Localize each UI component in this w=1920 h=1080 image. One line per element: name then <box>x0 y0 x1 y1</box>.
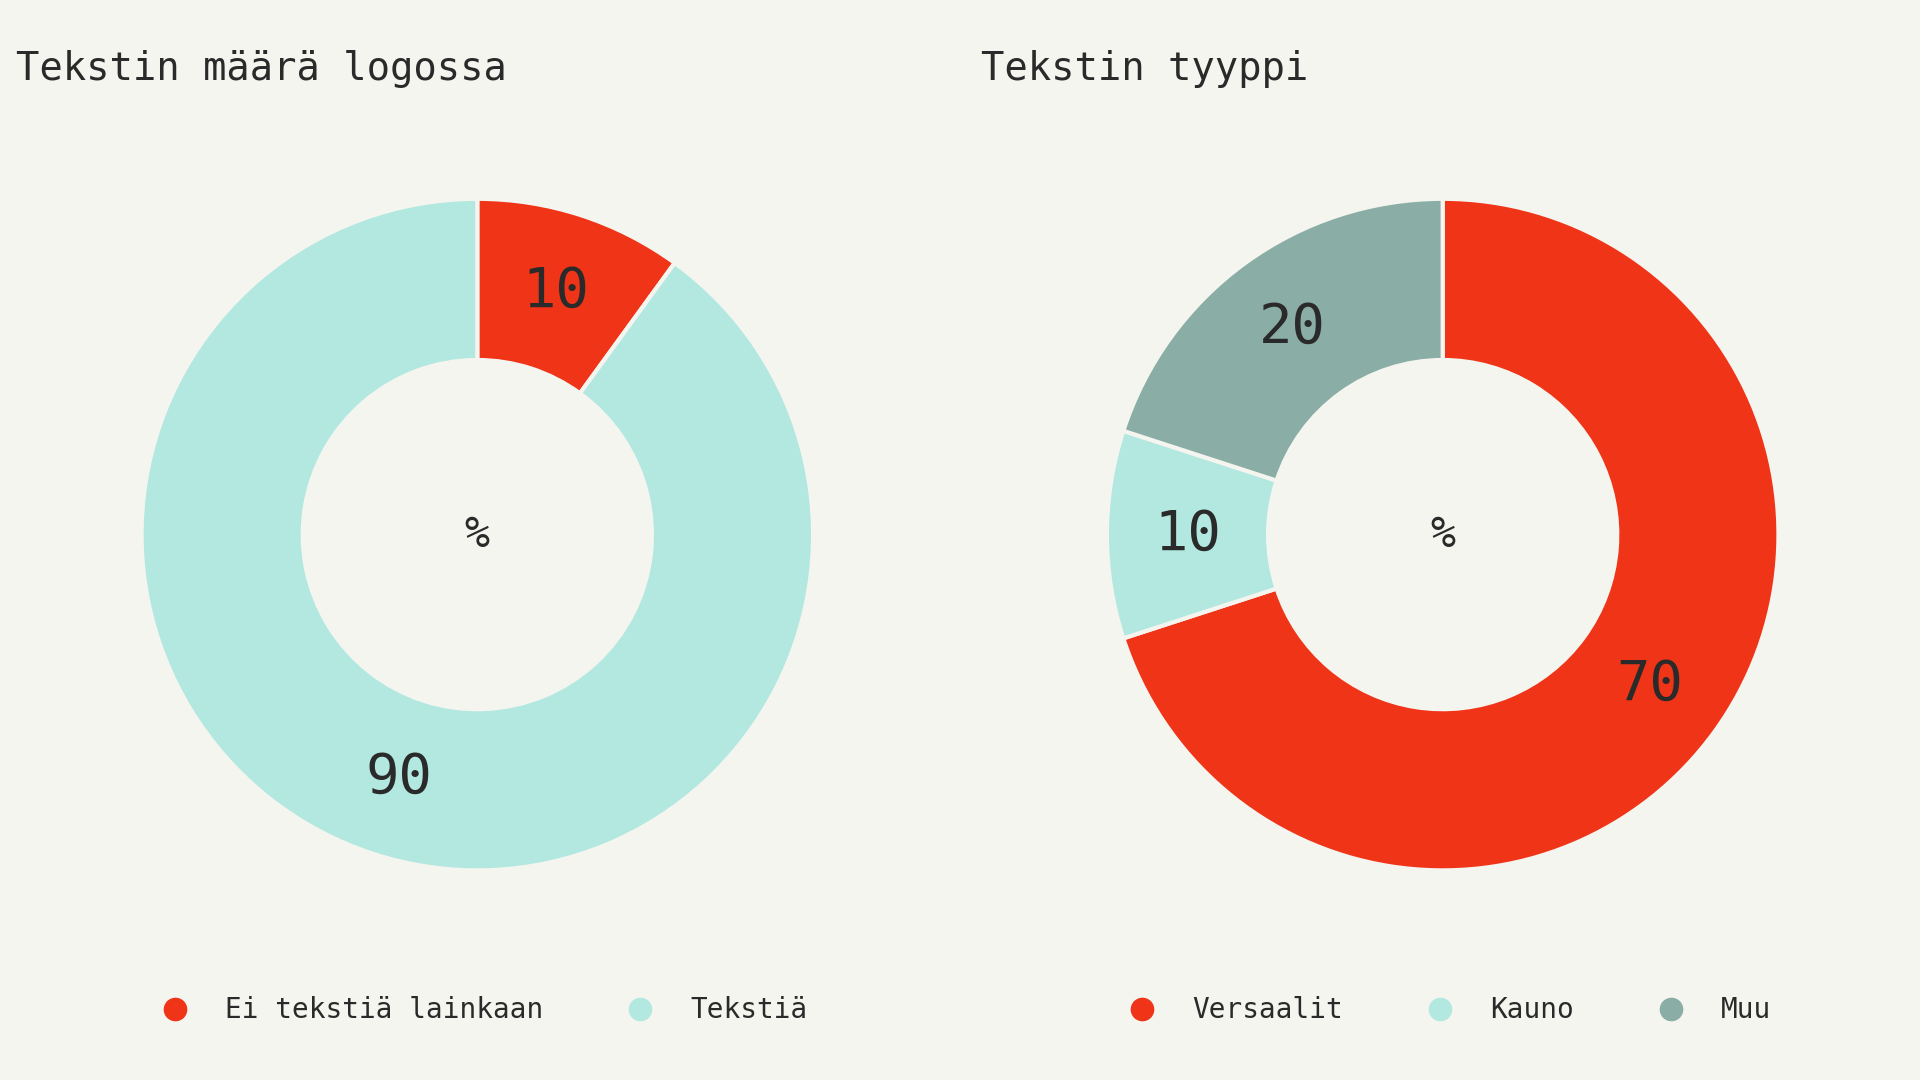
Text: 10: 10 <box>522 265 589 319</box>
Text: 10: 10 <box>1154 508 1221 562</box>
Text: %: % <box>465 514 490 555</box>
Text: 90: 90 <box>365 751 432 805</box>
Legend: Versaalit, Kauno, Muu: Versaalit, Kauno, Muu <box>1114 997 1770 1024</box>
Text: Tekstin tyyppi: Tekstin tyyppi <box>981 50 1308 89</box>
Text: 20: 20 <box>1260 301 1327 355</box>
Text: %: % <box>1430 514 1455 555</box>
Wedge shape <box>142 199 812 870</box>
Wedge shape <box>1123 199 1442 481</box>
Wedge shape <box>1108 431 1277 638</box>
Wedge shape <box>1123 199 1778 870</box>
Text: 70: 70 <box>1617 658 1682 712</box>
Legend: Ei tekstiä lainkaan, Tekstiä: Ei tekstiä lainkaan, Tekstiä <box>148 997 808 1024</box>
Wedge shape <box>478 199 674 393</box>
Text: Tekstin määrä logossa: Tekstin määrä logossa <box>15 50 507 89</box>
